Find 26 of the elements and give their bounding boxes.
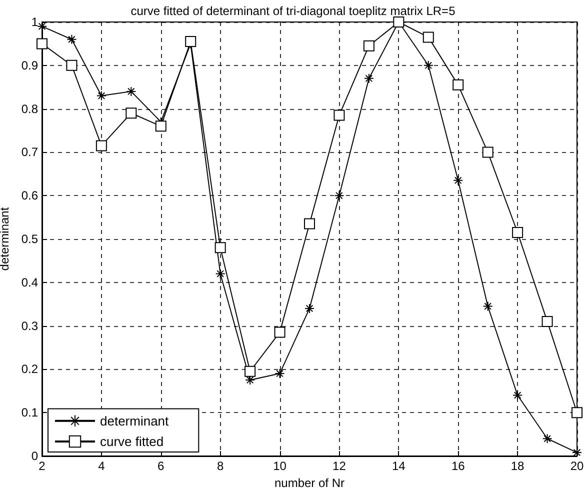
x-tick-label: 8 bbox=[216, 459, 224, 473]
legend-label: curve fitted bbox=[100, 434, 164, 449]
x-tick-label: 12 bbox=[332, 459, 346, 473]
y-tick-label: 0.4 bbox=[21, 275, 38, 290]
x-tick-label: 10 bbox=[273, 459, 287, 473]
y-tick-label: 0.9 bbox=[21, 58, 38, 72]
y-tick-label: 0.3 bbox=[21, 318, 38, 333]
x-tick-label: 16 bbox=[451, 459, 466, 473]
y-tick-label: 0 bbox=[31, 449, 38, 463]
x-tick-label: 20 bbox=[570, 459, 584, 473]
y-tick-label: 0.8 bbox=[21, 102, 38, 116]
x-axis-title: number of Nr bbox=[274, 476, 345, 490]
y-tick-label: 0.7 bbox=[21, 145, 38, 160]
y-tick-label: 1 bbox=[31, 15, 38, 29]
x-tick-label: 2 bbox=[38, 459, 46, 473]
y-axis-title: determinant bbox=[0, 206, 12, 271]
x-tick-label: 4 bbox=[98, 459, 106, 473]
x-tick-label: 6 bbox=[158, 459, 165, 473]
y-tick-label: 0.2 bbox=[21, 362, 38, 376]
chart-title: curve fitted of determinant of tri-diagonal toeplitz matrix LR=5 bbox=[130, 4, 456, 18]
x-tick-label: 14 bbox=[392, 459, 406, 473]
y-tick-label: 0.6 bbox=[21, 188, 38, 203]
y-tick-label: 0.1 bbox=[21, 406, 38, 420]
y-tick-label: 0.5 bbox=[21, 232, 38, 246]
legend-label: determinant bbox=[100, 413, 170, 428]
x-tick-label: 18 bbox=[510, 459, 525, 473]
